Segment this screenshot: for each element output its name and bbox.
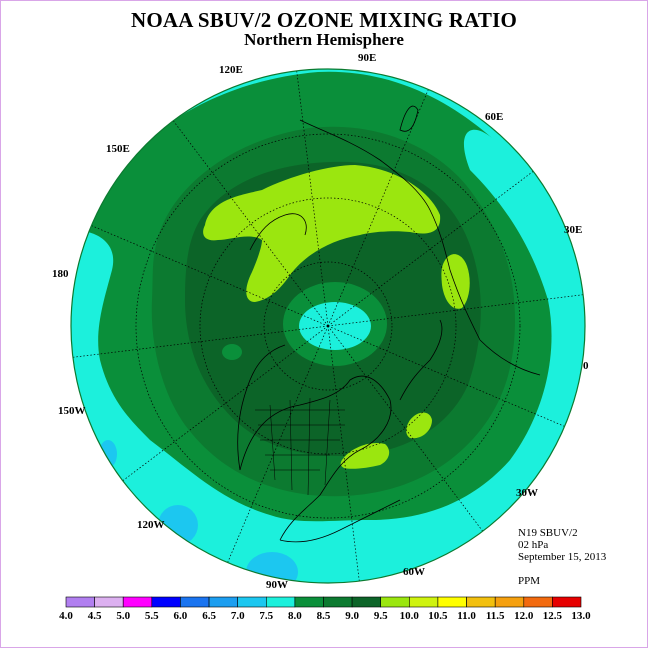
- meridian-line: [327, 171, 534, 327]
- polar-low-7-5-to-8-0: [299, 302, 371, 350]
- north-america-coast: [239, 375, 392, 541]
- meridian-line: [327, 294, 584, 327]
- latitude-circle-50: [199, 197, 457, 455]
- band-9-5-patch-northeast-asia: [203, 165, 441, 302]
- meridian-line: [327, 325, 360, 582]
- meridian-line: [72, 325, 329, 358]
- lon-label-0: 0: [583, 360, 589, 372]
- band-9-5-patch-atlantic: [406, 412, 432, 439]
- meridian-line: [227, 325, 329, 563]
- lon-label-180: 180: [52, 268, 69, 280]
- lon-label-120w: 120W: [137, 519, 165, 531]
- pressure-level-label: 02 hPa: [518, 539, 549, 551]
- lon-label-60w: 60W: [403, 566, 425, 578]
- date-label: September 15, 2013: [518, 551, 607, 563]
- lon-label-90e: 90E: [358, 52, 376, 64]
- longitude-labels: 90E 60E 30E 0 30W 60W 90W 120W 150W 180 …: [52, 52, 589, 591]
- north-america-west-coast: [237, 344, 286, 471]
- india-coast: [399, 105, 419, 132]
- asia-coast: [299, 119, 451, 271]
- band-9-5-patch-europe: [441, 254, 470, 309]
- latitude-circle-70: [263, 261, 393, 391]
- lon-label-150w: 150W: [58, 405, 86, 417]
- latitude-circle-30: [135, 133, 521, 519]
- map-title: NOAA SBUV/2 OZONE MIXING RATIO: [131, 8, 517, 32]
- coastlines: [237, 105, 541, 543]
- lon-label-90w: 90W: [266, 579, 288, 591]
- band-7-0-patch-west: [99, 440, 117, 468]
- lon-label-30e: 30E: [564, 224, 582, 236]
- meridian-line: [327, 325, 483, 532]
- band-9-5-patch-caribbean: [340, 442, 390, 469]
- meridian-line: [327, 325, 565, 427]
- units-label: PPM: [518, 575, 541, 587]
- us-state-lines: [255, 397, 345, 496]
- lon-label-150e: 150E: [106, 143, 130, 155]
- lon-label-120e: 120E: [219, 64, 243, 76]
- meridian-line: [296, 70, 329, 327]
- gulf-coast: [279, 499, 401, 543]
- lon-label-30w: 30W: [516, 487, 538, 499]
- ozone-contour-field: [71, 69, 585, 583]
- europe-coast: [449, 269, 541, 376]
- meridian-line: [91, 225, 329, 327]
- meridian-lines: [72, 70, 584, 582]
- greenland-coast: [399, 319, 443, 401]
- band-8-0-patch-pacific: [222, 344, 242, 360]
- lon-label-60e: 60E: [485, 111, 503, 123]
- meridian-line: [173, 120, 329, 327]
- instrument-label: N19 SBUV/2: [518, 527, 578, 539]
- kamchatka-coast: [249, 213, 307, 251]
- map-subtitle: Northern Hemisphere: [244, 30, 404, 49]
- meridian-line: [122, 325, 329, 481]
- map-boundary: [70, 68, 586, 584]
- graticule: [72, 70, 584, 582]
- meridian-line: [327, 89, 429, 327]
